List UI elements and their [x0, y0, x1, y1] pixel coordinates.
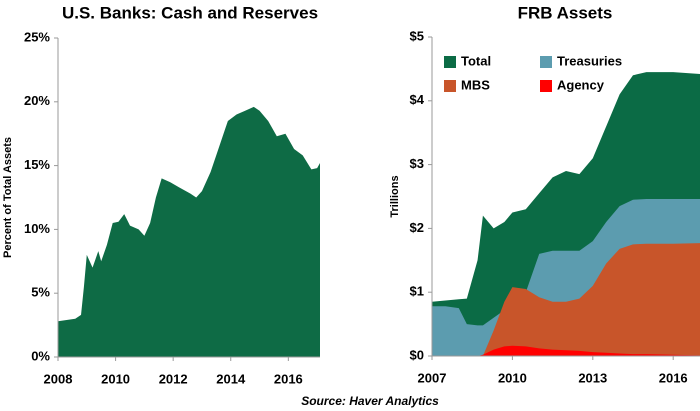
legend-label: Agency [557, 77, 605, 92]
y-tick-label: 0% [31, 348, 50, 363]
y-tick-label: 15% [24, 157, 50, 172]
legend-label: MBS [461, 77, 490, 92]
y-tick-label: $3 [410, 156, 424, 171]
legend-swatch [540, 56, 552, 68]
y-tick-label: $2 [410, 220, 424, 235]
legend-swatch [444, 80, 456, 92]
y-tick-label: $1 [410, 284, 424, 299]
y-tick-label: 20% [24, 93, 50, 108]
legend-swatch [540, 80, 552, 92]
x-tick-label: 2016 [659, 370, 688, 385]
legend-swatch [444, 56, 456, 68]
chart-title: FRB Assets [518, 3, 613, 22]
legend-label: Total [461, 53, 491, 68]
area [58, 106, 320, 358]
x-tick-label: 2013 [578, 370, 607, 385]
x-tick-label: 2016 [274, 371, 303, 386]
source: Source: Haver Analytics [301, 394, 439, 408]
y-tick-label: $0 [410, 347, 424, 362]
x-tick-label: 2007 [418, 370, 447, 385]
y-axis-label: Percent of Total Assets [2, 137, 14, 258]
x-tick-label: 2008 [44, 371, 73, 386]
y-tick-label: $4 [410, 92, 425, 107]
y-tick-label: 25% [24, 29, 50, 44]
x-tick-label: 2014 [216, 371, 246, 386]
y-tick-label: $5 [410, 28, 424, 43]
x-tick-label: 2010 [101, 371, 130, 386]
x-tick-label: 2010 [498, 370, 527, 385]
y-axis-label: Trillions [389, 175, 401, 217]
area [432, 345, 700, 356]
y-tick-label: 10% [24, 221, 50, 236]
area [432, 243, 700, 356]
x-tick-label: 2012 [159, 371, 188, 386]
chart-title: U.S. Banks: Cash and Reserves [62, 3, 318, 22]
y-tick-label: 5% [31, 285, 50, 300]
legend-label: Treasuries [557, 53, 622, 68]
